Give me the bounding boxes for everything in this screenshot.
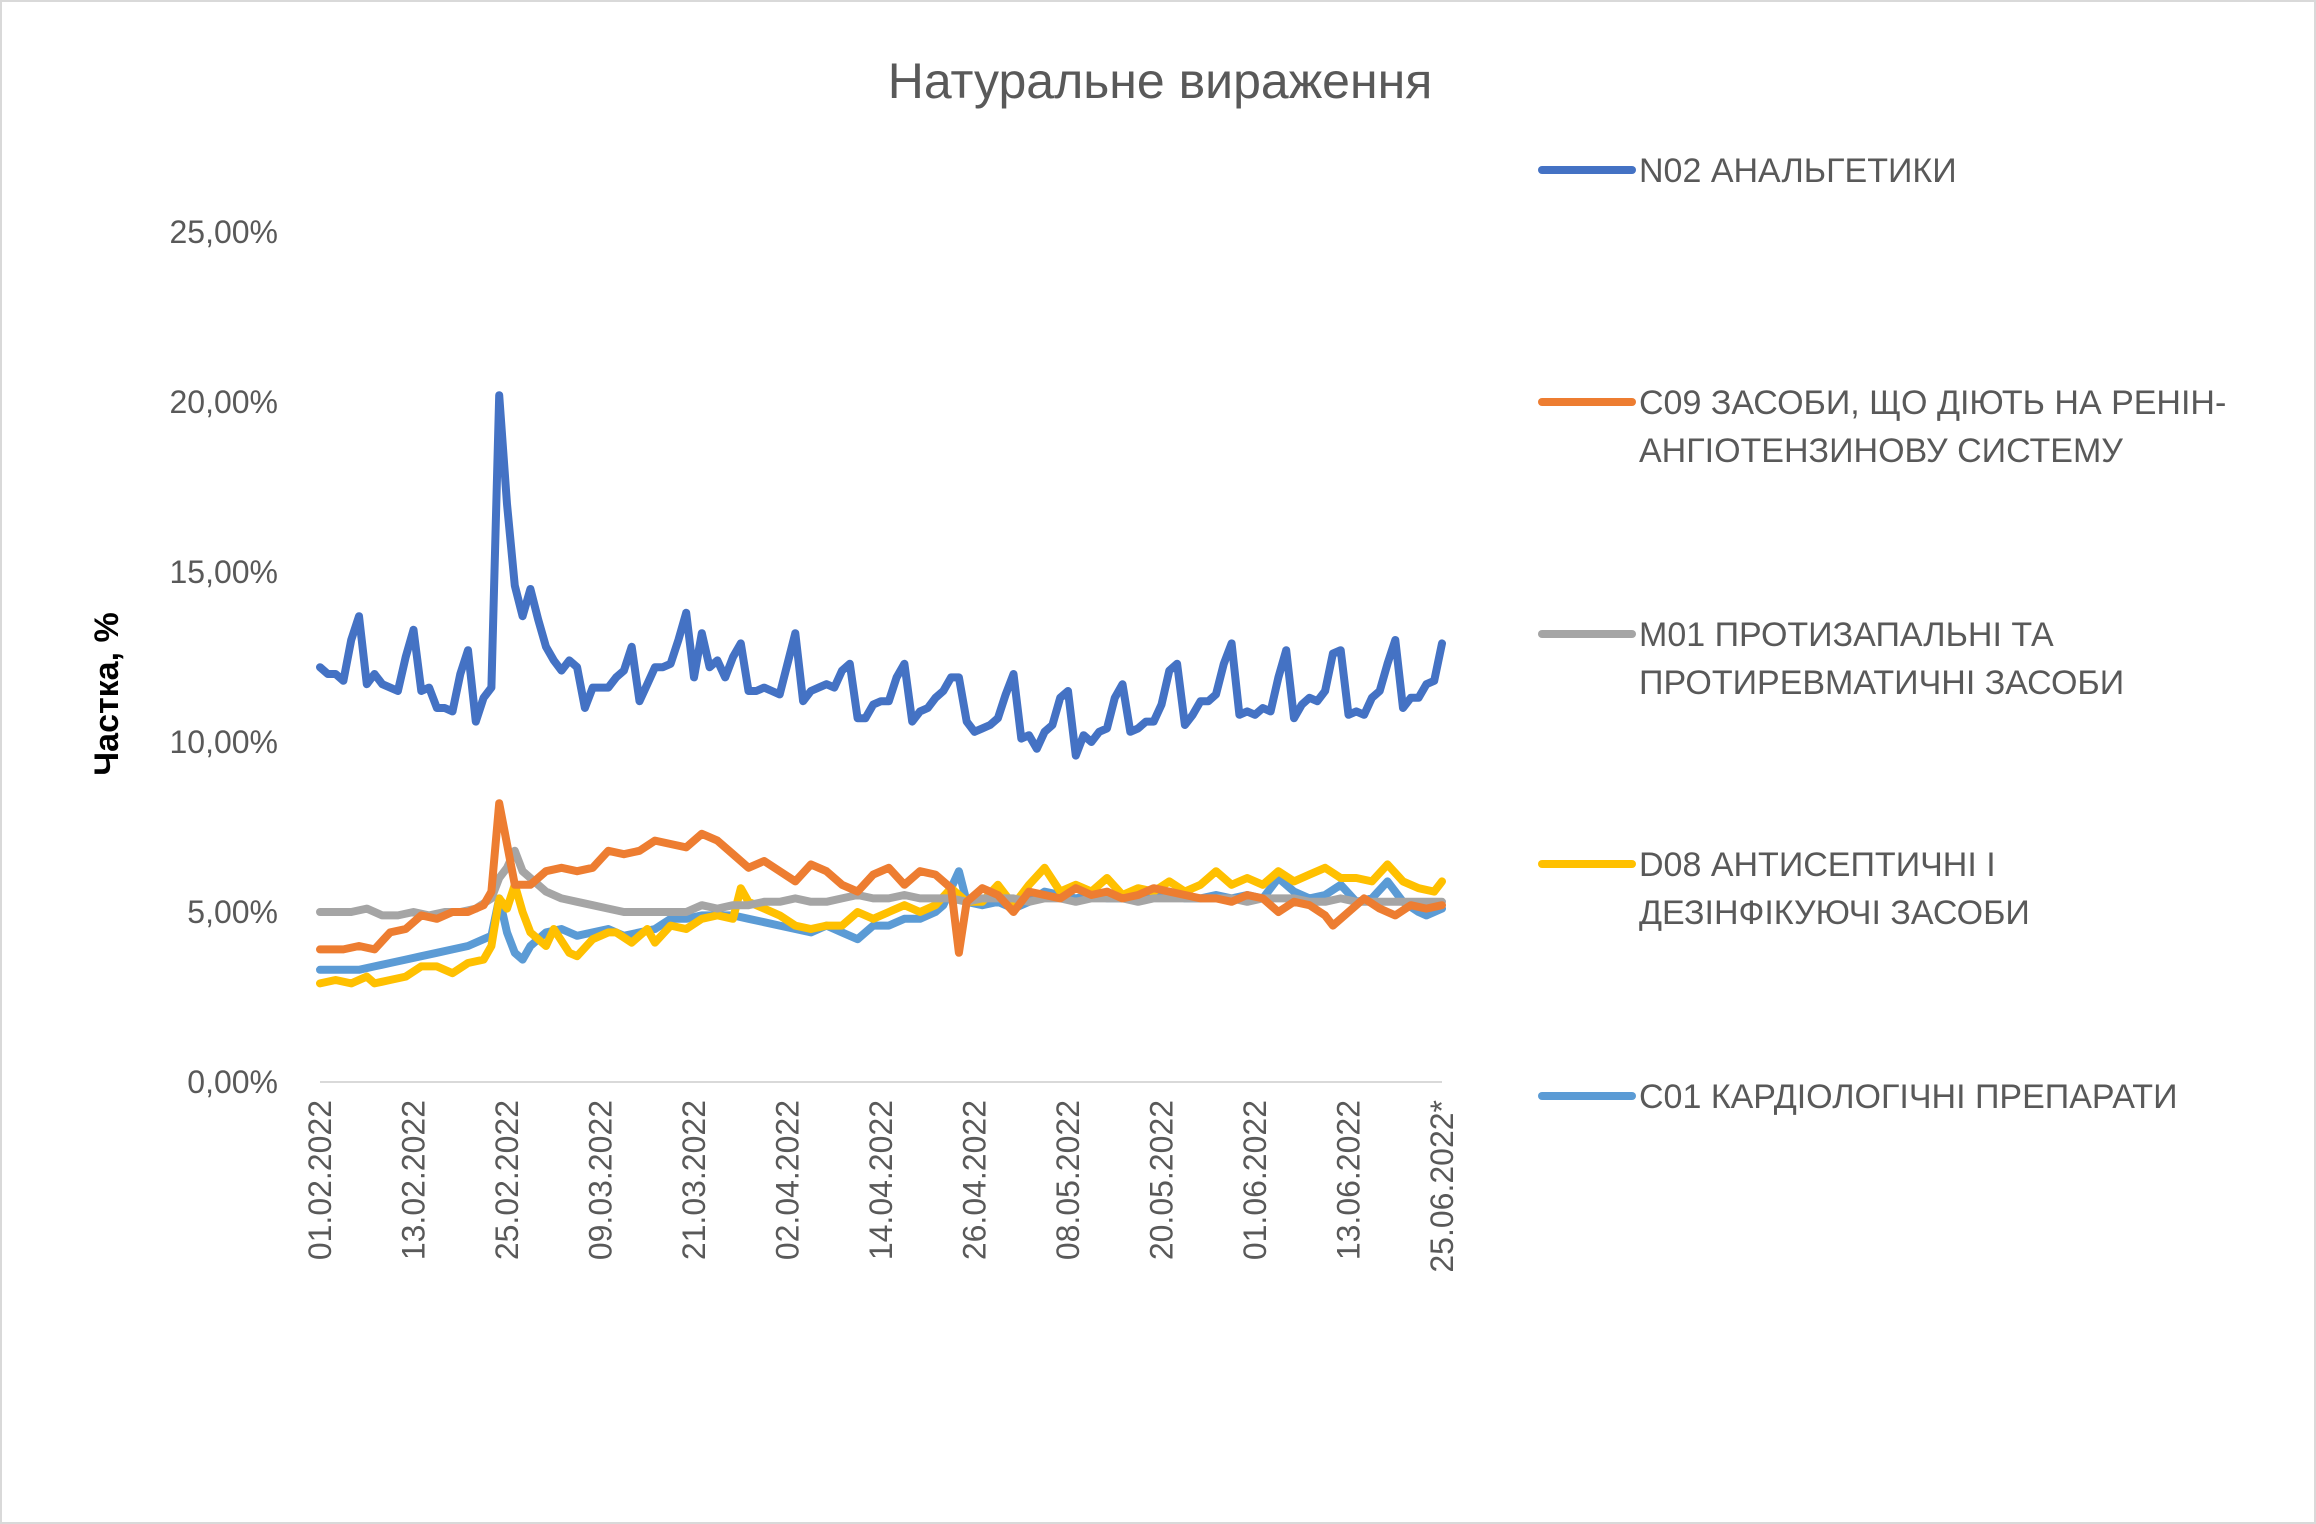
x-tick-label: 08.05.2022 (1050, 1100, 1086, 1260)
legend-label: C01 КАРДІОЛОГІЧНІ ПРЕПАРАТИ (1639, 1078, 2178, 1116)
y-tick-label: 5,00% (187, 894, 278, 930)
legend: N02 АНАЛЬГЕТИКИ C09 ЗАСОБИ, ЩО ДІЮТЬ НА Р… (1538, 152, 2226, 1116)
series-lines (316, 391, 1446, 988)
legend-entry: N02 АНАЛЬГЕТИКИ (1538, 152, 1957, 190)
y-tick-label: 25,00% (169, 214, 278, 250)
x-tick-label: 14.04.2022 (863, 1100, 899, 1260)
x-tick-label: 26.04.2022 (957, 1100, 993, 1260)
series-line-1 (316, 391, 1446, 760)
x-tick-label: 02.04.2022 (770, 1100, 806, 1260)
y-tick-label: 10,00% (169, 724, 278, 760)
y-axis-label: Частка, % (88, 612, 126, 775)
y-tick-label: 15,00% (169, 554, 278, 590)
legend-entry: M01 ПРОТИЗАПАЛЬНІ ТА ПРОТИРЕВМАТИЧНІ ЗАСО… (1538, 616, 2124, 702)
series-line-2 (316, 799, 1446, 957)
x-tick-label: 20.05.2022 (1144, 1100, 1180, 1260)
x-tick-label: 13.02.2022 (396, 1100, 432, 1260)
legend-entry: C01 КАРДІОЛОГІЧНІ ПРЕПАРАТИ (1538, 1078, 2178, 1116)
x-axis-ticks: 01.02.2022 13.02.2022 25.02.2022 09.03.2022… (302, 1100, 1460, 1273)
legend-label: M01 ПРОТИЗАПАЛЬНІ ТА ПРОТИРЕВМАТИЧНІ ЗАСО… (1639, 616, 2124, 702)
x-tick-label: 21.03.2022 (676, 1100, 712, 1260)
x-tick-label: 13.06.2022 (1331, 1100, 1367, 1260)
x-tick-label: 01.02.2022 (302, 1100, 338, 1260)
y-axis-ticks: 0,00% 5,00% 10,00% 15,00% 20,00% 25,00% (169, 214, 278, 1100)
legend-entry: D08 АНТИСЕПТИЧНІ І ДЕЗІНФІКУЮЧІ ЗАСОБИ (1538, 846, 2030, 932)
legend-label: D08 АНТИСЕПТИЧНІ І ДЕЗІНФІКУЮЧІ ЗАСОБИ (1639, 846, 2030, 932)
chart-title: Натуральне вираження (888, 53, 1433, 109)
x-tick-label: 01.06.2022 (1237, 1100, 1273, 1260)
y-tick-label: 20,00% (169, 384, 278, 420)
series-line-4 (316, 860, 1446, 988)
x-tick-label: 25.02.2022 (489, 1100, 525, 1260)
legend-label: N02 АНАЛЬГЕТИКИ (1639, 152, 1957, 190)
legend-label: C09 ЗАСОБИ, ЩО ДІЮТЬ НА РЕНІН-АНГІОТЕНЗИ… (1639, 384, 2226, 470)
legend-entry: C09 ЗАСОБИ, ЩО ДІЮТЬ НА РЕНІН-АНГІОТЕНЗИ… (1538, 384, 2226, 470)
y-tick-label: 0,00% (187, 1064, 278, 1100)
x-tick-label: 25.06.2022* (1424, 1100, 1460, 1273)
x-tick-label: 09.03.2022 (583, 1100, 619, 1260)
